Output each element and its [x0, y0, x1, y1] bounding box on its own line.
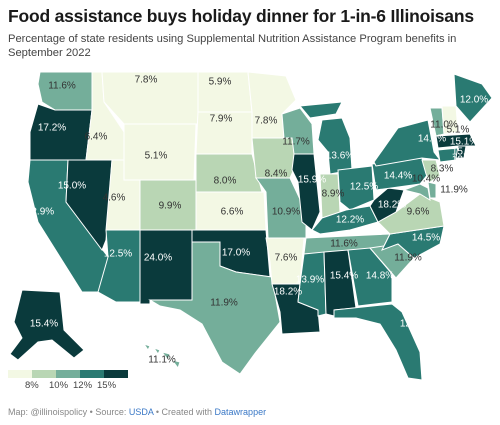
state-IL[interactable] — [291, 153, 321, 231]
label-IL: 15.9% — [298, 175, 326, 186]
label-MS: 13.9% — [296, 275, 324, 286]
credit-middle: • Created with — [153, 407, 215, 417]
state-CT[interactable] — [437, 147, 459, 163]
label-CA: 12.9% — [26, 207, 54, 218]
label-ID: 6.4% — [85, 132, 108, 143]
label-KS: 6.6% — [221, 207, 244, 218]
state-NJ[interactable] — [421, 159, 441, 183]
label-IN: 8.9% — [322, 189, 345, 200]
state-FL[interactable] — [333, 303, 423, 381]
us-choropleth-map: 11.6% 17.2% 12.9% 15.0% 6.4% 7.8% 5.1% 4… — [9, 71, 493, 381]
source-credit: Map: @illinoispolicy • Source: USDA • Cr… — [8, 407, 266, 417]
label-RI: 15.1% — [452, 147, 480, 158]
label-OR: 17.2% — [38, 123, 66, 134]
state-MA[interactable] — [435, 133, 477, 149]
legend-swatch-12-15 — [80, 370, 104, 378]
label-PA: 14.4% — [384, 171, 412, 182]
label-KY: 12.2% — [336, 215, 364, 226]
label-OH: 12.5% — [350, 182, 378, 193]
label-CT: 12.8% — [452, 155, 480, 166]
label-NH: 5.1% — [447, 125, 470, 136]
label-WY: 5.1% — [145, 151, 168, 162]
label-MA: 15.1% — [450, 137, 478, 148]
state-shapes — [9, 71, 493, 381]
label-WI: 11.7% — [282, 137, 310, 148]
label-VT: 11.0% — [430, 120, 458, 131]
state-NM[interactable] — [139, 229, 193, 305]
datawrapper-link[interactable]: Datawrapper — [214, 407, 267, 417]
state-ME[interactable] — [453, 73, 493, 123]
label-NJ: 8.3% — [431, 164, 454, 175]
label-WV: 18.2% — [378, 200, 406, 211]
label-MT: 7.8% — [135, 75, 158, 86]
legend-color-bar — [8, 370, 148, 378]
credit-prefix: Map: @illinoispolicy • Source: — [8, 407, 129, 417]
label-NC: 14.5% — [412, 233, 440, 244]
label-HI: 11.1% — [148, 355, 176, 366]
label-VA: 9.6% — [407, 207, 430, 218]
source-link[interactable]: USDA — [128, 407, 154, 417]
legend-swatch-gt15 — [104, 370, 128, 378]
legend-swatch-lt8 — [8, 370, 32, 378]
state-HI[interactable] — [142, 343, 181, 370]
legend-tick-10: 10% — [49, 380, 69, 391]
label-ME: 12.0% — [460, 95, 488, 106]
color-legend: 8% 10% 12% 15% — [8, 370, 148, 396]
label-TN: 11.6% — [330, 239, 358, 250]
legend-swatch-8-10 — [32, 370, 56, 378]
state-TX[interactable] — [148, 241, 281, 375]
label-AR: 7.6% — [275, 253, 298, 264]
label-UT: 4.6% — [103, 193, 126, 204]
label-AK: 15.4% — [30, 319, 58, 330]
state-GA[interactable] — [347, 247, 393, 307]
legend-tick-8: 8% — [25, 380, 39, 391]
label-SD: 7.9% — [210, 114, 233, 125]
state-AK[interactable] — [9, 289, 85, 361]
label-NM: 24.0% — [144, 253, 172, 264]
label-DE: 11.9% — [440, 185, 468, 196]
chart-title: Food assistance buys holiday dinner for … — [8, 6, 474, 26]
label-GA: 14.8% — [366, 271, 394, 282]
label-AL: 15.4% — [330, 271, 358, 282]
label-FL: 12.9% — [400, 319, 428, 330]
label-IA: 8.4% — [265, 169, 288, 180]
label-MN: 7.8% — [255, 116, 278, 127]
label-TX: 11.9% — [210, 298, 238, 309]
label-MD: 10.4% — [412, 174, 440, 185]
label-SC: 11.9% — [394, 253, 422, 264]
legend-tick-12: 12% — [73, 380, 93, 391]
label-OK: 17.0% — [222, 248, 250, 259]
state-value-labels: 11.6% 17.2% 12.9% 15.0% 6.4% 7.8% 5.1% 4… — [26, 75, 488, 366]
label-MI: 13.6% — [326, 151, 354, 162]
label-CO: 9.9% — [159, 201, 182, 212]
state-NY[interactable] — [373, 119, 442, 167]
label-AZ: 12.5% — [104, 249, 132, 260]
label-WA: 11.6% — [48, 81, 76, 92]
chart-subtitle: Percentage of state residents using Supp… — [8, 33, 457, 59]
label-LA: 18.2% — [274, 287, 302, 298]
label-NE: 8.0% — [214, 176, 237, 187]
label-NY: 14.4% — [418, 134, 446, 145]
state-NH[interactable] — [441, 105, 459, 135]
state-OH[interactable] — [337, 165, 375, 211]
label-NV: 15.0% — [58, 181, 86, 192]
legend-swatch-10-12 — [56, 370, 80, 378]
label-ND: 5.9% — [209, 77, 232, 88]
legend-tick-15: 15% — [97, 380, 117, 391]
state-DE[interactable] — [427, 181, 437, 199]
label-MO: 10.9% — [272, 207, 300, 218]
